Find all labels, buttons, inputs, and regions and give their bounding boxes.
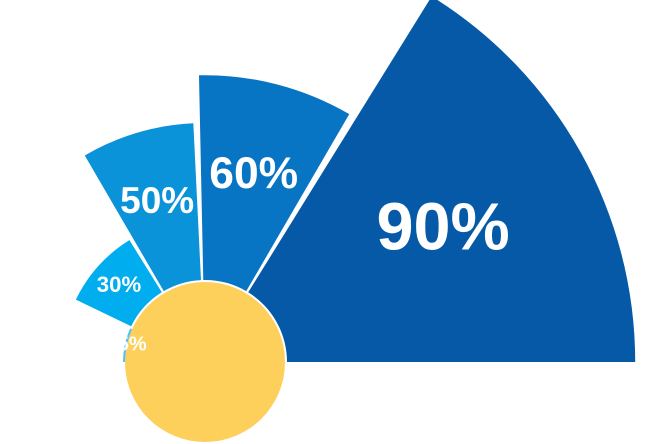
segment-90 bbox=[248, 0, 636, 362]
segment-label-15: 15% bbox=[107, 334, 147, 356]
segments-group bbox=[75, 0, 636, 362]
segment-50 bbox=[84, 123, 201, 292]
segment-60 bbox=[198, 75, 350, 292]
hub-group bbox=[125, 282, 285, 442]
segment-label-30: 30% bbox=[97, 272, 142, 297]
segment-label-90: 90% bbox=[376, 190, 509, 264]
labels-group: 15% 30% 50% 60% 90% bbox=[97, 149, 510, 356]
segment-30 bbox=[75, 240, 162, 327]
segment-label-50: 50% bbox=[120, 180, 194, 221]
center-hub bbox=[125, 282, 285, 442]
segment-label-60: 60% bbox=[209, 149, 298, 198]
